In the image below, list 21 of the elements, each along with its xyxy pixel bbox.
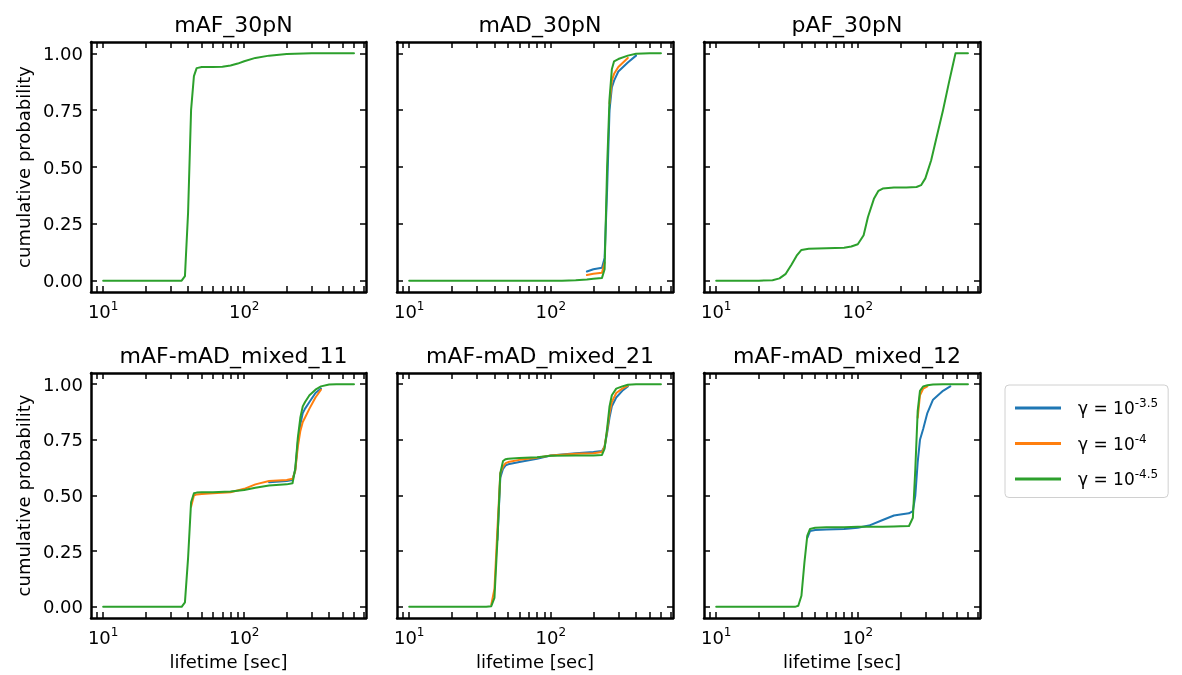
y-tick-label: 0.50 (42, 485, 83, 506)
y-tick-label: 0.75 (42, 429, 83, 451)
y-axis-title: cumulative probability (12, 394, 34, 597)
y-tick-label: 0.50 (42, 156, 83, 178)
chart-title: mAF_30pN (174, 11, 293, 38)
x-axis-title: lifetime [sec] (782, 650, 902, 672)
y-tick-label: 0.25 (42, 540, 83, 562)
y-tick-label: 0.00 (42, 596, 83, 618)
x-axis-title: lifetime [sec] (475, 650, 595, 672)
chart-title: mAF-mAD_mixed_11 (119, 342, 348, 369)
y-tick-label: 0.75 (42, 99, 83, 121)
y-tick-label: 1.00 (42, 42, 83, 64)
y-tick-label: 0.25 (42, 213, 83, 235)
y-axis-title: cumulative probability (12, 65, 34, 268)
x-axis-title: lifetime [sec] (169, 650, 288, 672)
y-tick-label: 1.00 (42, 373, 83, 395)
chart-title: mAD_30pN (478, 11, 602, 38)
chart-title: mAF-mAD_mixed_12 (733, 342, 961, 369)
chart-title: mAF-mAD_mixed_21 (426, 342, 654, 369)
chart-title: pAF_30pN (791, 11, 903, 38)
y-tick-label: 0.00 (42, 270, 83, 292)
